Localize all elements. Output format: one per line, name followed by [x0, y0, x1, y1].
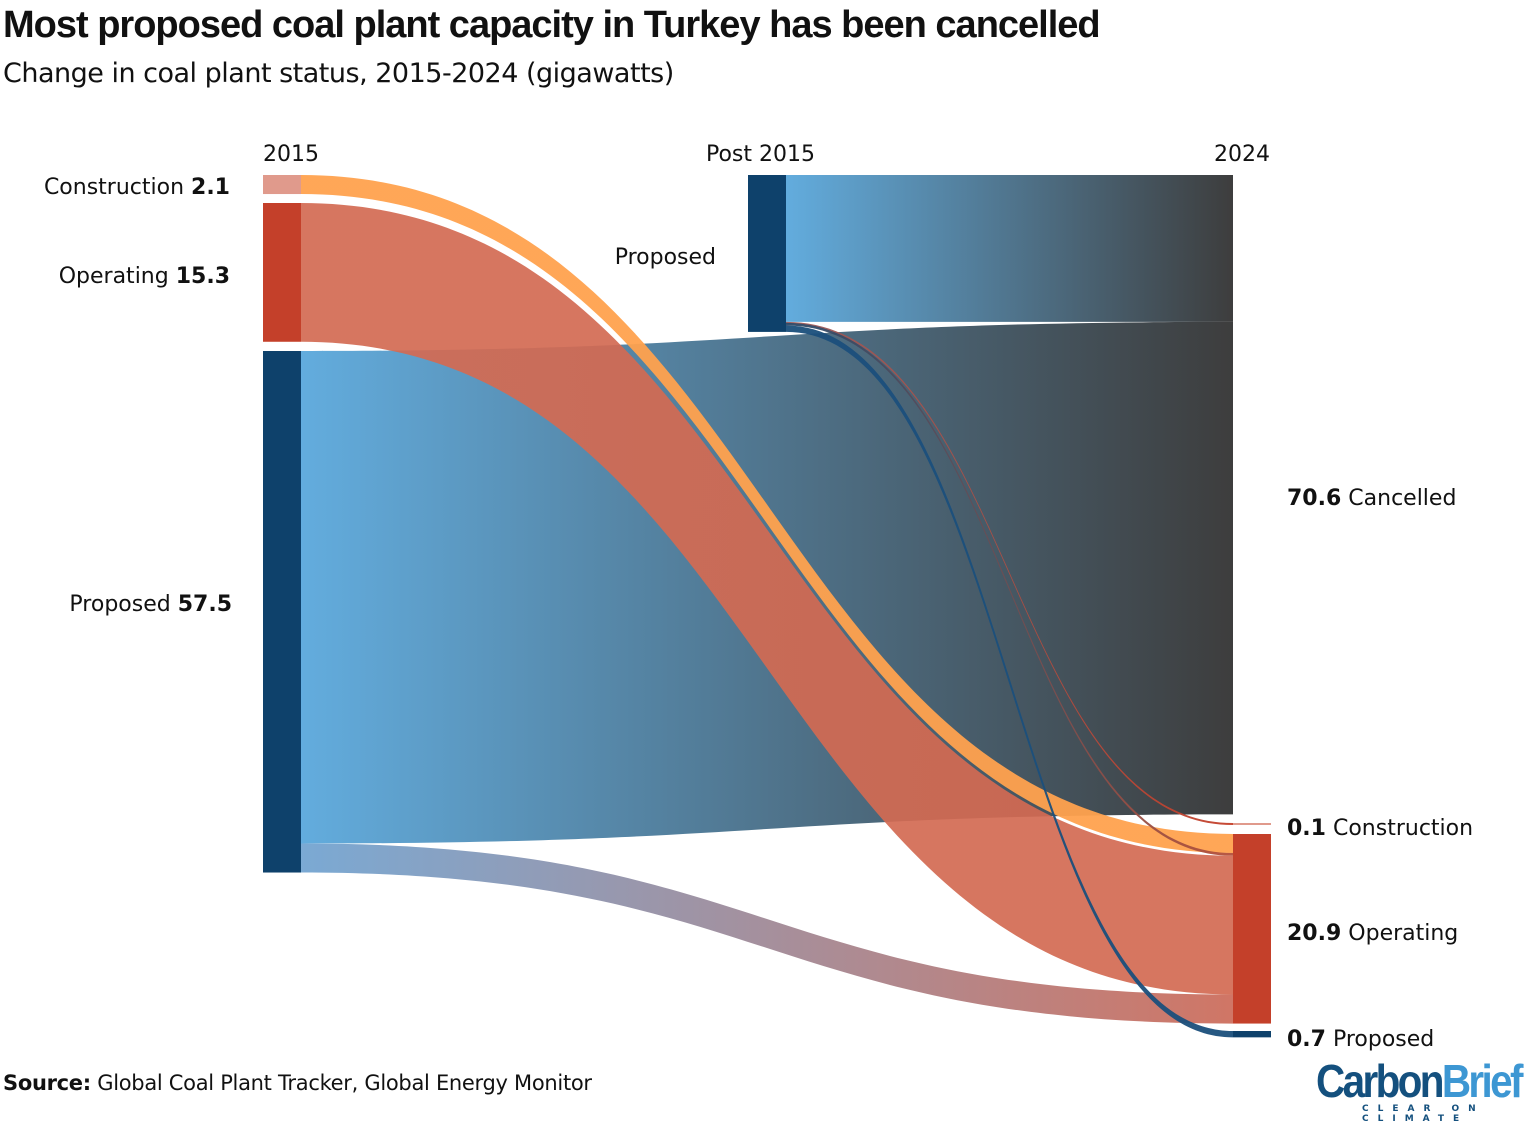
node-label-text: Construction — [1333, 816, 1473, 841]
node-value: 0.7 — [1287, 1027, 1326, 1052]
flow-post-to-op2024 — [786, 322, 1233, 856]
node-value: 2.1 — [191, 175, 230, 200]
node-label-text: Cancelled — [1348, 486, 1456, 511]
node-label-op2015: Operating 15.3 — [59, 264, 230, 289]
column-label: Post 2015 — [706, 142, 815, 167]
flows — [301, 175, 1233, 1038]
node-value: 70.6 — [1287, 486, 1341, 511]
node-post — [748, 175, 786, 332]
node-con2015 — [263, 175, 301, 195]
node-op2024 — [1233, 834, 1271, 1024]
node-label-text: Operating — [59, 264, 169, 289]
node-label-text: Proposed — [1333, 1027, 1434, 1052]
nodes — [263, 175, 1271, 1038]
node-label-can2024: 70.6 Cancelled — [1287, 486, 1456, 511]
logo-part1: Carbon — [1316, 1055, 1444, 1107]
column-label: 2024 — [1214, 142, 1270, 167]
node-prop2024 — [1233, 1031, 1271, 1038]
node-value: 57.5 — [178, 592, 232, 617]
source-text: Global Coal Plant Tracker, Global Energy… — [90, 1071, 592, 1095]
logo-part2: Brief — [1441, 1055, 1524, 1107]
flow-post-to-prop2024 — [786, 325, 1233, 1038]
chart-subtitle: Change in coal plant status, 2015-2024 (… — [3, 58, 674, 89]
flow-op2015-to-op2024 — [301, 203, 1233, 995]
node-prop2015 — [263, 351, 301, 873]
node-label-op2024: 20.9 Operating — [1287, 921, 1458, 946]
node-label-post: Proposed — [615, 245, 716, 270]
node-label-con2024: 0.1 Construction — [1287, 816, 1473, 841]
node-label-text: Proposed — [69, 592, 170, 617]
node-label-prop2024: 0.7 Proposed — [1287, 1027, 1434, 1052]
node-value: 0.1 — [1287, 816, 1326, 841]
node-con2024 — [1233, 823, 1271, 825]
node-value: 20.9 — [1287, 921, 1341, 946]
node-label-text: Proposed — [615, 245, 716, 270]
node-value: 15.3 — [176, 264, 230, 289]
chart-title: Most proposed coal plant capacity in Tur… — [3, 4, 1101, 46]
flow-con2015-to-op2024 — [301, 175, 1233, 854]
flow-post-to-can2024 — [786, 175, 1233, 322]
node-label-text: Construction — [44, 175, 184, 200]
source-note: Source: Global Coal Plant Tracker, Globa… — [3, 1071, 592, 1095]
node-label-con2015: Construction 2.1 — [44, 175, 230, 200]
flow-post-to-con2024 — [786, 321, 1233, 825]
flow-prop2015-to-op2024 — [301, 843, 1233, 1024]
node-op2015 — [263, 203, 301, 342]
carbonbrief-logo: CarbonBrief CLEAR ON CLIMATE — [1316, 1058, 1536, 1124]
column-label: 2015 — [263, 142, 319, 167]
node-label-prop2015: Proposed 57.5 — [69, 592, 232, 617]
node-label-text: Operating — [1348, 921, 1458, 946]
logo-tagline: CLEAR ON CLIMATE — [1362, 1104, 1485, 1124]
source-label: Source: — [3, 1071, 91, 1095]
